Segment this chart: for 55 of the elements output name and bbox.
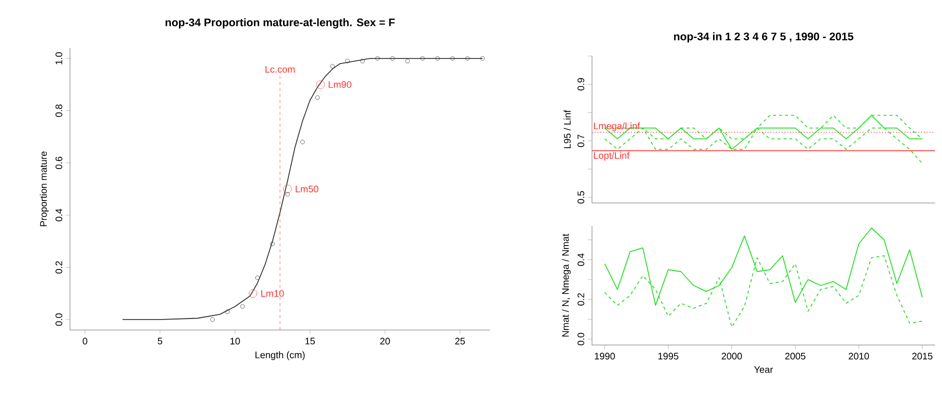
y-tick-label: 0.0	[56, 313, 62, 326]
point	[405, 58, 410, 64]
x-tick-label: 1990	[594, 352, 615, 360]
y-tick-label: 0.6	[56, 156, 62, 170]
y-tick-label: 0.9	[578, 78, 584, 90]
point	[420, 56, 425, 61]
x-tick-label: 2000	[722, 352, 742, 360]
y-tick-label: 1.0	[56, 52, 62, 64]
point	[465, 56, 470, 61]
chart-title: nop-34 Proportion mature-at-length. Sex = F	[166, 18, 395, 29]
x-tick-label: 5	[158, 338, 162, 344]
y-tick-label: 0.2	[56, 261, 62, 274]
y-tick-label: 0.7	[578, 134, 584, 148]
chart-title: nop-34 in 1 2 3 4 6 7 5 , 1990 - 2015	[674, 32, 854, 42]
point	[300, 140, 305, 144]
y-tick-label: 0.4	[56, 208, 62, 222]
point	[255, 276, 260, 280]
y-tick-label: 0.4	[578, 253, 584, 266]
annotation: Lm90	[328, 81, 352, 88]
y-axis-title: Nmat / N, Nmega / Nmat	[562, 234, 571, 337]
x-tick-label: 1995	[658, 352, 678, 360]
point	[435, 56, 440, 61]
x-axis-title: Length (cm)	[256, 351, 305, 360]
x-tick-label: 20	[380, 338, 390, 344]
point	[345, 58, 350, 64]
y-tick-label: 0.5	[578, 191, 584, 204]
x-tick-label: 2010	[848, 352, 869, 360]
point	[375, 56, 380, 61]
x-tick-label: 0	[82, 338, 88, 344]
x-tick-label: 2015	[912, 352, 932, 360]
annotation: Lm10	[261, 290, 284, 297]
point	[450, 56, 455, 61]
point	[225, 310, 230, 314]
point	[390, 56, 395, 61]
y-axis-title: Proportion mature	[40, 152, 49, 226]
point	[330, 64, 335, 68]
point	[210, 317, 215, 322]
ref-line-label: Lopt/Linf	[594, 152, 630, 161]
x-tick-label: 2005	[785, 352, 806, 360]
y-tick-label: 0.0	[578, 332, 584, 346]
ref-line-label: Lmega/Linf	[594, 122, 640, 132]
annotation: Lm50	[296, 186, 318, 192]
point	[360, 58, 365, 64]
x-tick-label: 15	[305, 338, 315, 344]
point	[270, 242, 275, 246]
point	[285, 192, 290, 196]
point	[315, 95, 320, 100]
y-tick-label: 0.8	[56, 104, 62, 117]
x-axis-title: Year	[754, 366, 773, 373]
y-axis-title: L95 / Linf	[564, 110, 571, 148]
x-tick-label: 10	[230, 338, 240, 344]
x-tick-label: 25	[455, 338, 465, 344]
point	[240, 304, 245, 309]
y-tick-label: 0.2	[578, 293, 584, 306]
ref-line-label: Lc.com	[266, 66, 295, 73]
